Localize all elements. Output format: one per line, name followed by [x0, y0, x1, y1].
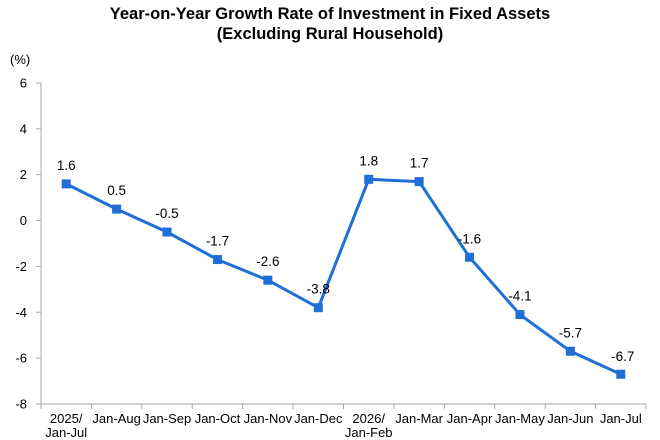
plot-area: 6 4 2 0 -2 -4 -6 -8 2025/Jan-Jul Jan-Aug Jan-Sep Ja…: [15, 76, 647, 440]
x-tick-label: 2026/: [352, 411, 385, 426]
y-tick-label: -8: [15, 397, 27, 412]
data-point-marker: [162, 227, 172, 237]
series-line: [65, 177, 622, 376]
x-tick-label: Jan-Feb: [345, 425, 393, 440]
x-tick-label: Jan-Nov: [244, 411, 293, 426]
y-tick-label: 6: [20, 76, 27, 91]
data-point-marker: [61, 179, 71, 189]
y-tick-label: -6: [15, 351, 27, 366]
data-label: -6.7: [611, 349, 634, 364]
y-tick-label: 4: [20, 121, 27, 136]
x-tick-label: Jan-Jul: [600, 411, 642, 426]
data-label: -2.6: [256, 254, 279, 269]
data-label: -3.8: [307, 282, 330, 297]
data-label: 1.8: [359, 153, 378, 168]
data-label: 1.6: [57, 158, 76, 173]
data-point-marker: [313, 303, 323, 313]
x-tick-label: Jan-May: [495, 411, 545, 426]
data-point-marker: [263, 275, 273, 285]
x-tick-label: Jan-Sep: [143, 411, 191, 426]
data-label: -4.1: [508, 289, 531, 304]
x-tick-label: Jan-Apr: [447, 411, 493, 426]
data-label: 0.5: [107, 183, 126, 198]
chart-title: Year-on-Year Growth Rate of Investment i…: [0, 4, 660, 44]
chart-title-line-2: (Excluding Rural Household): [216, 25, 444, 43]
x-tick-label: Jan-Oct: [195, 411, 241, 426]
data-point-marker: [616, 369, 626, 379]
x-tick-label: Jan-Jul: [45, 425, 87, 440]
data-label: -1.7: [206, 234, 229, 249]
data-point-marker: [465, 252, 475, 262]
data-point-marker: [364, 174, 374, 184]
data-point-marker: [565, 346, 575, 356]
x-tick-label: Jan-Dec: [294, 411, 343, 426]
x-tick-label: 2025/: [50, 411, 83, 426]
y-tick-label: -2: [15, 259, 27, 274]
y-tick-label: 0: [20, 213, 27, 228]
data-label: -1.6: [458, 231, 481, 246]
data-label: -5.7: [559, 325, 582, 340]
data-label: 1.7: [410, 156, 429, 171]
y-tick-label: -4: [15, 305, 27, 320]
chart-title-line-1: Year-on-Year Growth Rate of Investment i…: [109, 5, 551, 23]
x-tick-label: Jan-Jun: [547, 411, 593, 426]
data-label: -0.5: [155, 206, 178, 221]
x-tick-label: Jan-Mar: [395, 411, 443, 426]
x-tick-label: Jan-Aug: [92, 411, 140, 426]
data-point-marker: [414, 177, 424, 187]
data-point-marker: [112, 204, 122, 214]
y-tick-label: 2: [20, 167, 27, 182]
data-point-marker: [515, 310, 525, 320]
data-point-marker: [212, 255, 222, 265]
y-axis-unit-label: (%): [10, 52, 30, 67]
